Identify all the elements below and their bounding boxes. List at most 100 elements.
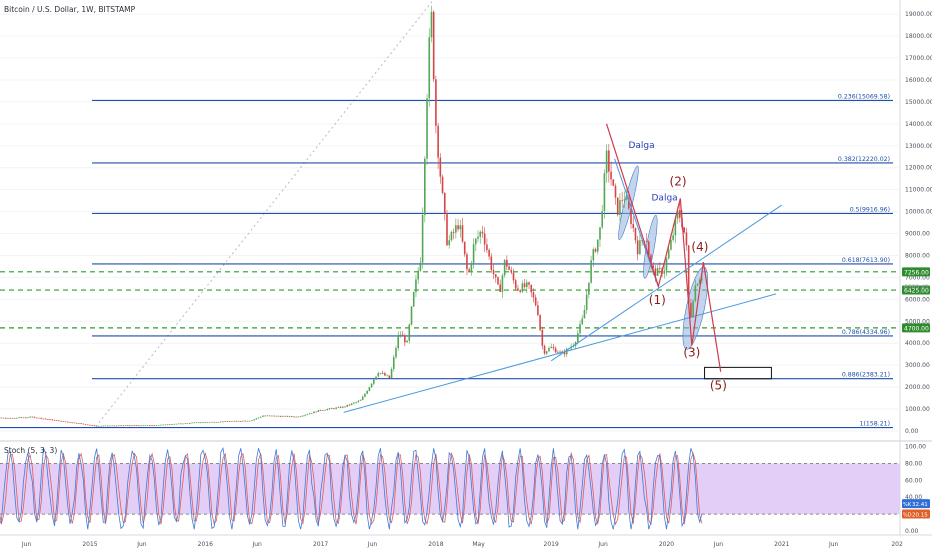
level-badge	[902, 323, 930, 333]
stoch-badge-value: 32.41	[912, 502, 928, 508]
candle-body	[313, 411, 315, 414]
candle-body	[501, 275, 504, 292]
candle-body	[4, 417, 7, 419]
candle-body	[548, 348, 550, 352]
stoch-badge-value: 20.15	[912, 512, 928, 518]
candle-body	[386, 375, 388, 377]
candle-body	[481, 231, 484, 234]
candle-body	[262, 415, 264, 417]
candle-body	[146, 425, 149, 426]
candle-body	[439, 157, 442, 177]
candle-body	[213, 421, 215, 423]
candle-body	[667, 249, 670, 259]
candle-body	[153, 425, 156, 427]
price-gridlines	[0, 13, 900, 432]
candle-body	[554, 348, 557, 353]
candle-body	[157, 425, 160, 426]
candle-body	[206, 422, 209, 423]
candle-body	[328, 408, 331, 410]
candle-body	[293, 416, 295, 418]
candle-body	[526, 282, 528, 288]
candle-body	[47, 419, 49, 420]
candle-body	[188, 423, 191, 424]
candle-body	[463, 241, 466, 255]
candle-body	[271, 415, 273, 417]
time-axis[interactable]: Jun 2015 Jun 2016 Jun 2017 Jun 2018 May 2019 Jun 20…	[21, 541, 903, 548]
candle-body	[450, 232, 453, 241]
elliott-wave-path[interactable]	[605, 123, 722, 372]
candle-body	[149, 425, 151, 426]
candle-body	[286, 415, 289, 417]
candle-body	[140, 425, 142, 427]
candle-body	[687, 245, 690, 304]
candle-body	[512, 272, 515, 281]
time-axis-label: Jun	[597, 541, 608, 548]
candle-body	[412, 292, 415, 307]
time-axis-label: Jun	[713, 541, 724, 548]
price-axis-label: 10000.00	[905, 209, 932, 216]
candle-body	[228, 421, 231, 423]
candle-body	[610, 171, 612, 180]
candle-body	[616, 197, 619, 215]
candle-body	[84, 424, 87, 425]
candle-body	[543, 345, 546, 354]
time-axis-label: 2021	[774, 541, 789, 548]
price-pane[interactable]	[0, 0, 900, 440]
candle-body	[124, 425, 127, 427]
candle-body	[9, 417, 11, 419]
candle-body	[135, 425, 138, 426]
candle-body	[38, 417, 40, 419]
candle-body	[89, 424, 91, 426]
stoch-indicator-label[interactable]: Stoch (5, 3, 3)	[4, 446, 57, 455]
trendline[interactable]	[550, 204, 783, 362]
candle-body	[64, 421, 67, 423]
candle-body	[486, 244, 488, 250]
price-axis-label: 4000.00	[905, 340, 930, 347]
candle-body	[339, 406, 342, 408]
candle-body	[557, 352, 559, 354]
candle-body	[701, 278, 703, 280]
candle-body	[457, 225, 459, 230]
dalga-annotation: Dalga	[652, 194, 678, 204]
candle-body	[483, 233, 486, 245]
candle-body	[75, 423, 78, 424]
candle-body	[672, 235, 674, 240]
trendline[interactable]	[343, 293, 777, 413]
price-axis[interactable]: 0.00 1000.00 2000.00 3000.00 4000.00 5000.00 6…	[905, 11, 932, 435]
candle-body	[100, 425, 102, 427]
candle-body	[634, 228, 637, 241]
level-badge-label: 6425.00	[904, 288, 929, 295]
candle-body	[341, 406, 344, 408]
candle-body	[521, 283, 524, 292]
candle-body	[29, 416, 31, 418]
candle-body	[650, 255, 652, 266]
candle-body	[639, 240, 641, 255]
candle-body	[636, 240, 639, 255]
candle-body	[133, 425, 136, 426]
candle-body	[470, 262, 473, 272]
candle-body	[248, 420, 251, 422]
candle-body	[160, 424, 162, 426]
chart-title: Bitcoin / U.S. Dollar, 1W, BITSTAMP	[4, 5, 136, 14]
candle-body	[399, 334, 402, 336]
candle-body	[91, 425, 94, 426]
candle-body	[255, 418, 258, 420]
stoch-badge-name: %K	[903, 502, 912, 508]
trendline[interactable]	[614, 158, 659, 288]
candle-body	[18, 417, 20, 419]
candle-body	[310, 413, 313, 414]
candle-body	[665, 258, 668, 271]
target-zone-box[interactable]	[704, 366, 772, 380]
candle-body	[0, 417, 3, 419]
elliott-wave-line[interactable]	[605, 123, 722, 372]
candle-body	[333, 408, 335, 410]
price-axis-label: 5000.00	[905, 318, 930, 325]
candle-body	[104, 425, 107, 427]
candle-body	[472, 244, 475, 263]
trendlines[interactable]	[343, 158, 783, 413]
candle-body	[78, 423, 80, 424]
candle-body	[577, 333, 579, 343]
wave-ellipse	[643, 214, 658, 279]
